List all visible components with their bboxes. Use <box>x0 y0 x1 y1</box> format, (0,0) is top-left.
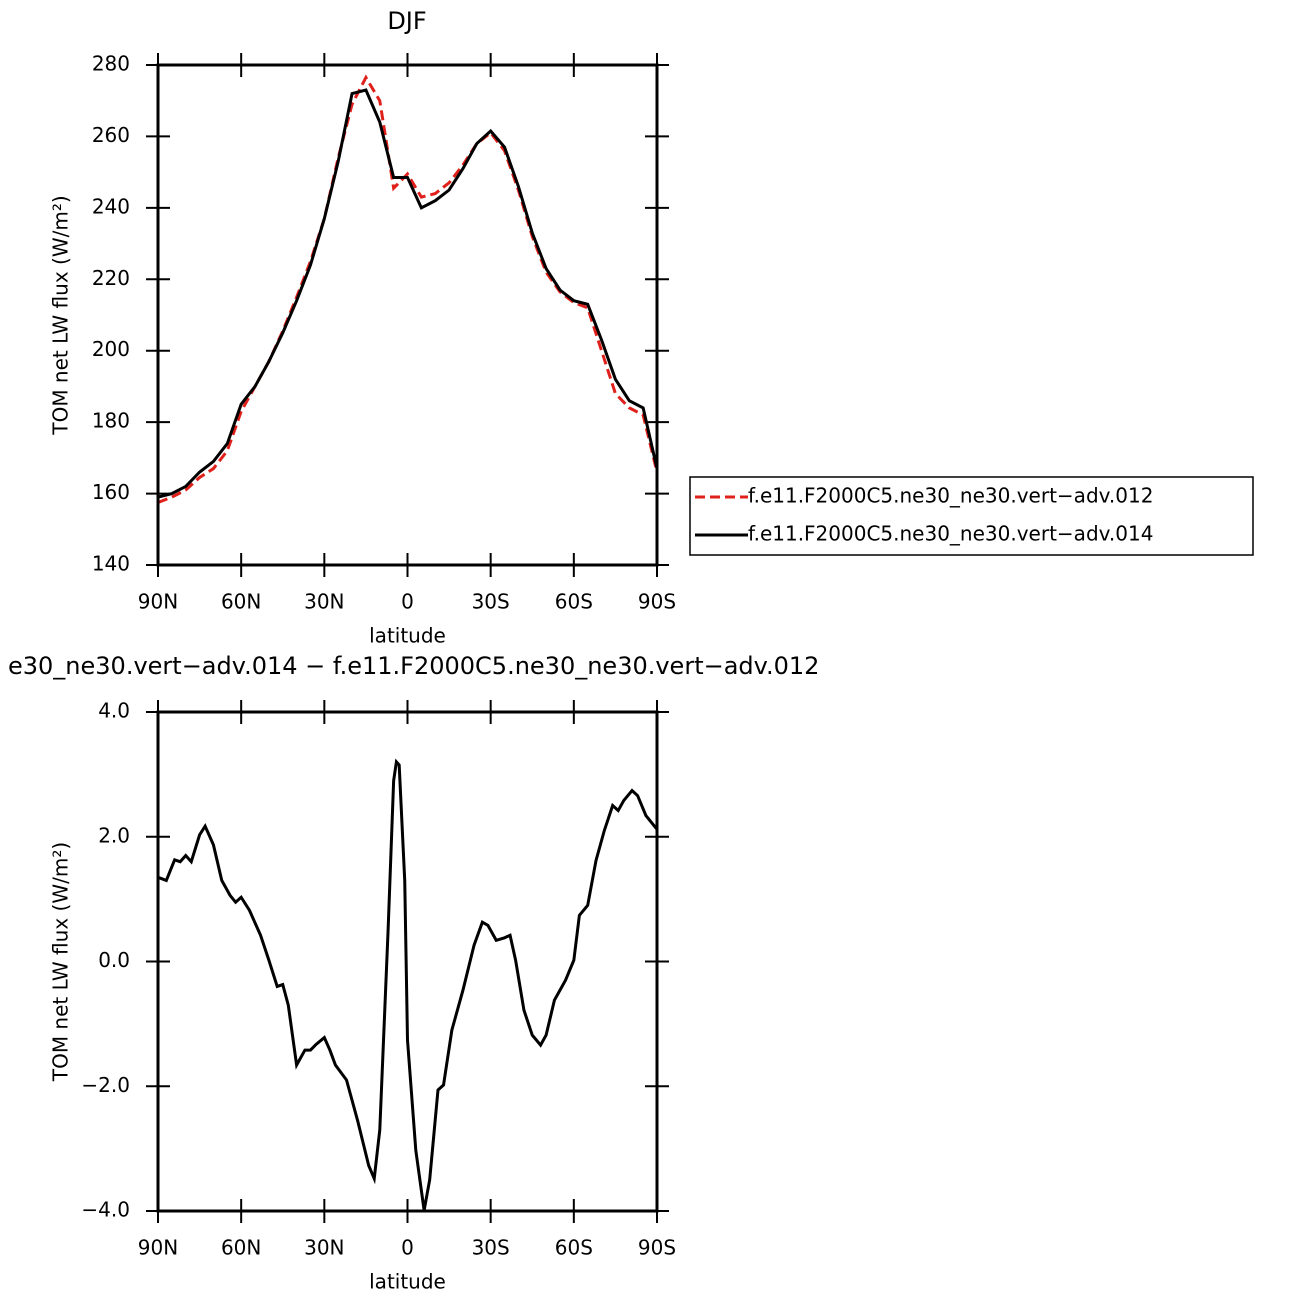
y-tick-label: 2.0 <box>98 823 130 847</box>
x-tick-label: 60N <box>221 590 261 614</box>
x-tick-label: 90N <box>138 590 178 614</box>
x-tick-label: 30N <box>304 1236 344 1260</box>
x-tick-label: 30S <box>472 590 510 614</box>
y-tick-label: 140 <box>92 552 130 576</box>
chart-title: e30_ne30.vert−adv.014 − f.e11.F2000C5.ne… <box>8 652 819 680</box>
x-tick-label: 90N <box>138 1236 178 1260</box>
plot-frame <box>156 63 659 567</box>
y-tick-label: 180 <box>92 409 130 433</box>
y-tick-label: −4.0 <box>81 1198 130 1222</box>
x-tick-label: 90S <box>638 1236 676 1260</box>
x-tick-label: 0 <box>401 590 414 614</box>
legend-box <box>689 476 1254 556</box>
y-tick-label: 4.0 <box>98 699 130 723</box>
y-axis-label: TOM net LW flux (W/m²) <box>49 195 73 435</box>
chart-title: DJF <box>387 7 426 35</box>
y-tick-label: 0.0 <box>98 948 130 972</box>
legend-label: f.e11.F2000C5.ne30_ne30.vert−adv.014 <box>748 522 1153 546</box>
y-tick-label: 200 <box>92 337 130 361</box>
series-line <box>157 74 659 504</box>
y-axis-label: TOM net LW flux (W/m²) <box>49 842 73 1082</box>
plot-frame <box>156 710 659 1213</box>
x-tick-label: 60N <box>221 1236 261 1260</box>
series-line <box>157 88 659 499</box>
y-tick-label: 280 <box>92 52 130 76</box>
y-tick-label: 160 <box>92 480 130 504</box>
x-axis-label: latitude <box>369 1270 446 1294</box>
x-tick-label: 30N <box>304 590 344 614</box>
legend-label: f.e11.F2000C5.ne30_ne30.vert−adv.012 <box>748 484 1153 508</box>
y-tick-label: 220 <box>92 266 130 290</box>
series-line <box>157 758 659 1211</box>
y-tick-label: 260 <box>92 123 130 147</box>
y-tick-label: 240 <box>92 194 130 218</box>
x-tick-label: 90S <box>638 590 676 614</box>
x-tick-label: 30S <box>472 1236 510 1260</box>
x-tick-label: 0 <box>401 1236 414 1260</box>
x-tick-label: 60S <box>555 590 593 614</box>
x-tick-label: 60S <box>555 1236 593 1260</box>
y-tick-label: −2.0 <box>81 1073 130 1097</box>
x-axis-label: latitude <box>369 624 446 648</box>
